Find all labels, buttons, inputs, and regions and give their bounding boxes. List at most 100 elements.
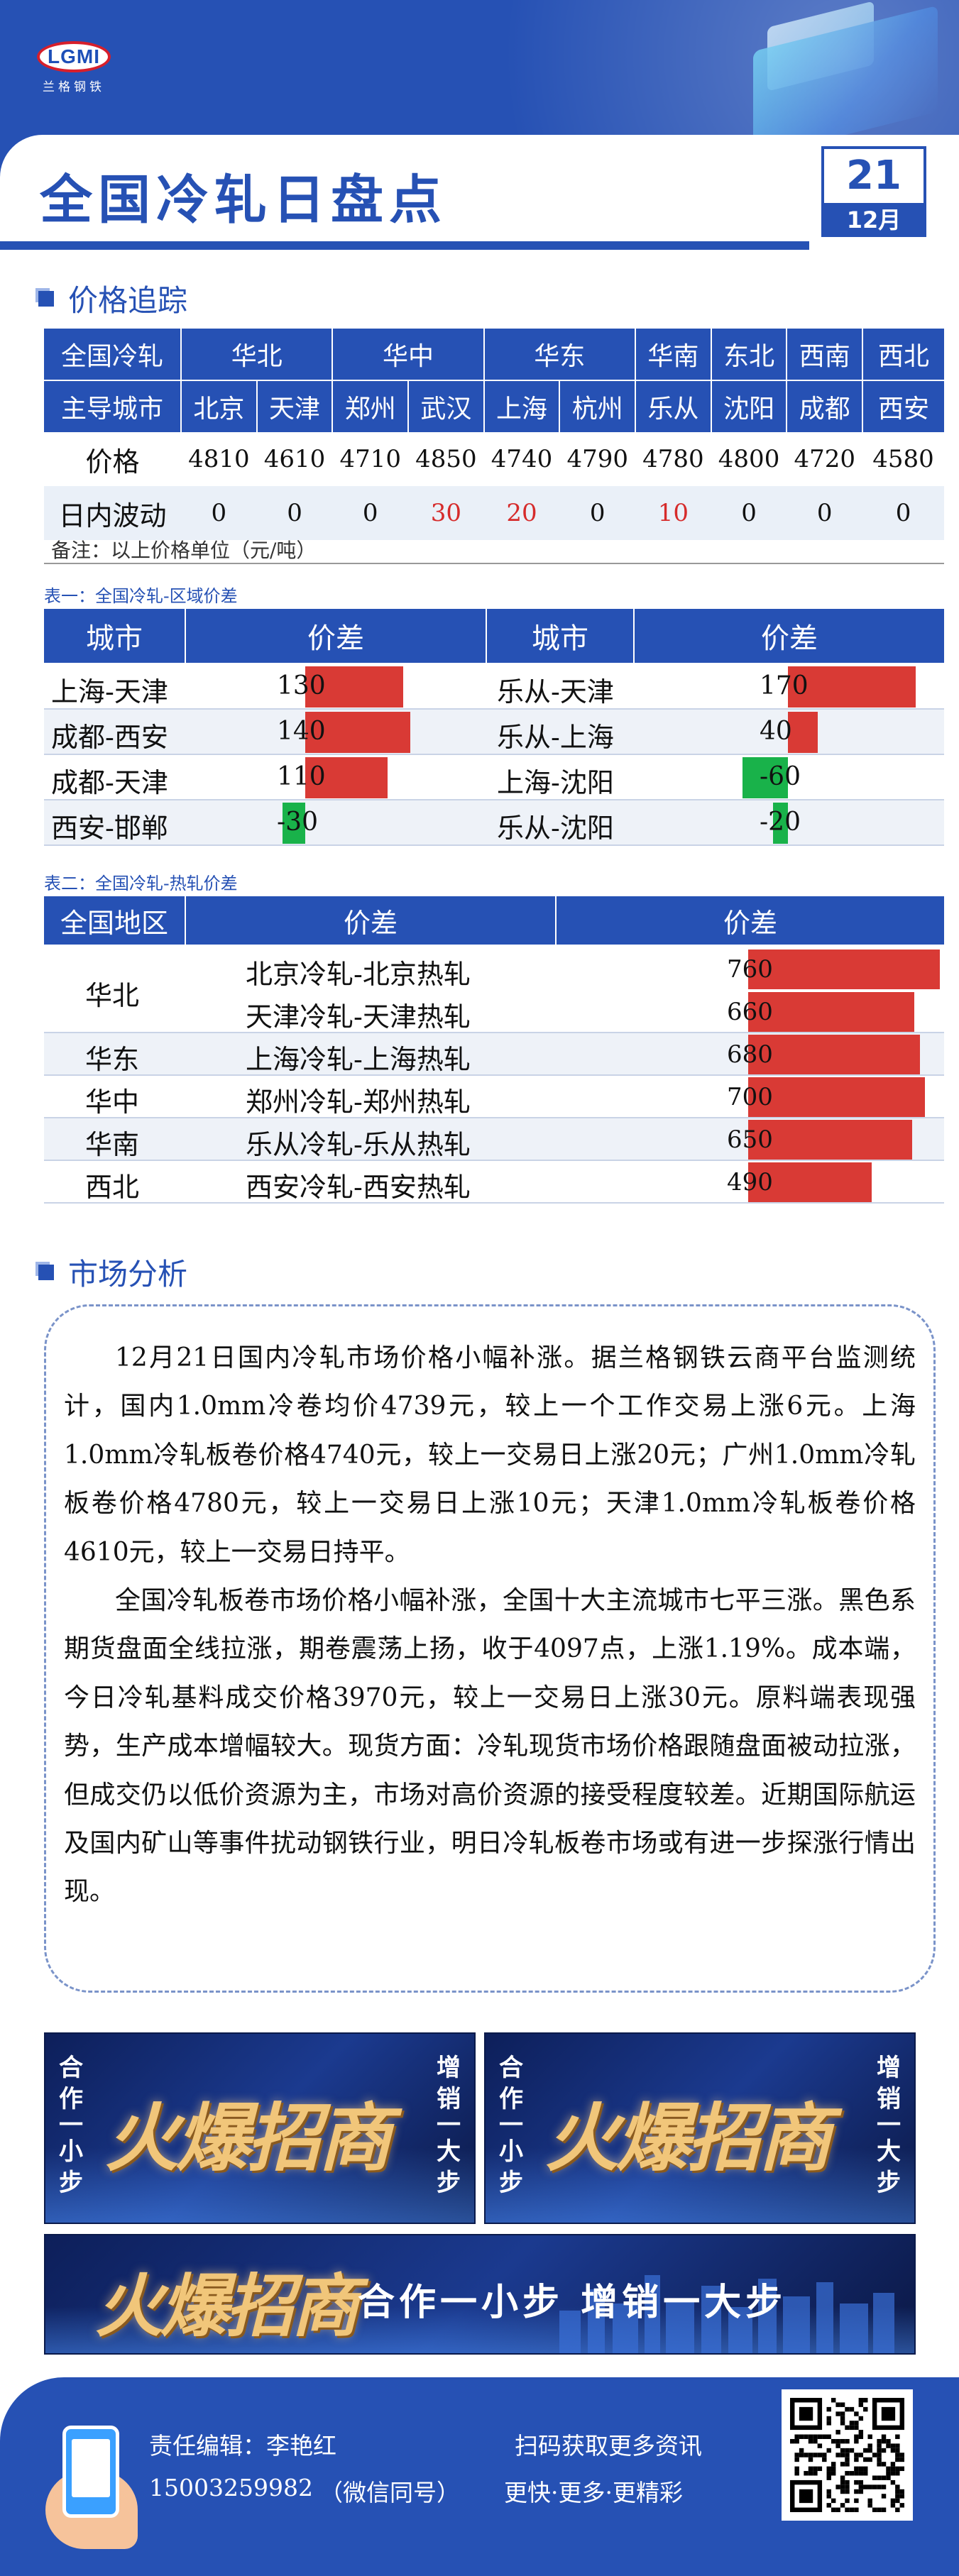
ad-banner-left[interactable]: 合作一小步 火爆招商 增销一大步 bbox=[44, 2032, 476, 2224]
corner-label: 全国冷轧 bbox=[44, 329, 182, 381]
brand-logo[interactable]: LGMI 兰格钢铁 bbox=[37, 41, 115, 94]
diff-value: 130 bbox=[277, 671, 326, 700]
date-badge: 21 12月 bbox=[821, 146, 926, 237]
city-skyline-graphic bbox=[559, 2275, 894, 2353]
diff-city-pair: 成都-天津 bbox=[51, 767, 168, 798]
analysis-paragraph: 12月21日国内冷轧市场价格小幅补涨。据兰格钢铁云商平台监测统计，国内1.0mm… bbox=[64, 1343, 916, 1567]
negative-diff-bar bbox=[772, 803, 788, 844]
region-header: 华中 bbox=[332, 329, 485, 381]
ad-side-right: 增销一大步 bbox=[437, 2054, 461, 2197]
ad-headline: 火爆招商 bbox=[95, 2267, 359, 2346]
price-cell: 4780 bbox=[635, 432, 711, 486]
spread-bar bbox=[748, 992, 915, 1032]
spread-bar bbox=[748, 1035, 920, 1074]
change-cell: 0 bbox=[559, 486, 636, 540]
ad-headline: 火爆招商 bbox=[545, 2095, 832, 2181]
spread-value: 660 bbox=[727, 998, 773, 1026]
table2-col-diff: 价差 bbox=[557, 896, 944, 945]
spread-pair: 乐从冷轧-乐从热轧 bbox=[246, 1129, 471, 1160]
city-row-label: 主导城市 bbox=[44, 380, 182, 432]
price-cell: 4740 bbox=[483, 432, 560, 486]
region-row: 全国冷轧 华北 华中 华东 华南 东北 西南 西北 bbox=[44, 329, 944, 381]
table1-col-diff: 价差 bbox=[186, 609, 486, 663]
spread-bar bbox=[748, 1120, 912, 1160]
positive-diff-bar bbox=[788, 712, 818, 753]
city-header: 西安 bbox=[862, 380, 944, 432]
ad-side-right: 增销一大步 bbox=[877, 2054, 901, 2197]
section-market-analysis: 市场分析 bbox=[38, 1250, 187, 1294]
positive-diff-bar bbox=[305, 757, 388, 798]
ad-banner-right[interactable]: 合作一小步 火爆招商 增销一大步 bbox=[484, 2032, 916, 2224]
change-cell: 0 bbox=[181, 486, 257, 540]
spread-value: 650 bbox=[727, 1125, 773, 1154]
logo-name: 兰格钢铁 bbox=[43, 80, 105, 94]
region-label: 华东 bbox=[85, 1044, 140, 1075]
city-header: 郑州 bbox=[332, 380, 410, 432]
table1-col-city: 城市 bbox=[44, 609, 185, 663]
price-cell: 4720 bbox=[787, 432, 863, 486]
diff-city-pair: 乐从-天津 bbox=[497, 676, 614, 708]
square-bullet-icon bbox=[38, 290, 54, 307]
negative-diff-bar bbox=[742, 757, 788, 798]
diff-value: -20 bbox=[760, 808, 801, 837]
table-row bbox=[44, 800, 944, 844]
region-header: 华北 bbox=[181, 329, 334, 381]
title-underline bbox=[0, 241, 809, 250]
editor-phone[interactable]: 15003259982 bbox=[149, 2474, 313, 2501]
price-row: 价格 4810 4610 4710 4850 4740 4790 4780 48… bbox=[44, 432, 944, 486]
table1-col-diff: 价差 bbox=[635, 609, 944, 663]
ad-headline: 火爆招商 bbox=[105, 2095, 392, 2181]
table2-caption: 表二：全国冷轧-热轧价差 bbox=[44, 874, 238, 893]
diff-value: -60 bbox=[760, 762, 801, 791]
price-table: 全国冷轧 华北 华中 华东 华南 东北 西南 西北 主导城市 北京 天津 郑州 … bbox=[44, 329, 944, 540]
section-title: 市场分析 bbox=[68, 1257, 188, 1292]
diff-value: 40 bbox=[760, 717, 792, 746]
region-label: 华南 bbox=[85, 1129, 140, 1160]
negative-diff-bar bbox=[283, 803, 305, 844]
spread-value: 490 bbox=[727, 1168, 773, 1196]
qr-code-icon bbox=[790, 2398, 904, 2512]
table2-col-region: 全国地区 bbox=[44, 896, 185, 945]
spread-bar bbox=[748, 1162, 872, 1202]
positive-diff-bar bbox=[305, 666, 403, 708]
change-row: 日内波动 0 0 0 30 20 0 10 0 0 0 bbox=[44, 486, 944, 540]
change-cell: 0 bbox=[711, 486, 787, 540]
date-month: 12月 bbox=[821, 203, 926, 237]
city-header: 武汉 bbox=[408, 380, 485, 432]
change-cell: 20 bbox=[483, 486, 560, 540]
table-row bbox=[44, 755, 944, 799]
ad-banner-wide[interactable]: 火爆招商 合作一小步 增销一大步 bbox=[44, 2234, 916, 2355]
change-label: 日内波动 bbox=[44, 486, 182, 540]
price-cell: 4790 bbox=[559, 432, 636, 486]
table1-caption: 表一：全国冷轧-区域价差 bbox=[44, 586, 238, 606]
city-header: 北京 bbox=[181, 380, 258, 432]
page-title: 全国冷轧日盘点 bbox=[40, 170, 447, 231]
section-price-tracking: 价格追踪 bbox=[38, 277, 187, 320]
price-cell: 4810 bbox=[181, 432, 257, 486]
analysis-text: 12月21日国内冷轧市场价格小幅补涨。据兰格钢铁云商平台监测统计，国内1.0mm… bbox=[64, 1334, 916, 1917]
diff-value: 140 bbox=[277, 717, 326, 746]
price-label: 价格 bbox=[44, 432, 182, 486]
square-bullet-icon bbox=[38, 1264, 54, 1280]
region-label: 西北 bbox=[85, 1172, 140, 1203]
logo-mark: LGMI bbox=[37, 41, 111, 72]
editor-name: 责任编辑：李艳红 bbox=[149, 2432, 336, 2460]
footer-slogan: 更快·更多·更精彩 bbox=[504, 2479, 683, 2506]
price-cell: 4800 bbox=[711, 432, 787, 486]
diff-value: 110 bbox=[277, 762, 326, 791]
ad-side-left: 合作一小步 bbox=[499, 2054, 523, 2197]
diff-city-pair: 乐从-沈阳 bbox=[497, 813, 614, 844]
city-header: 上海 bbox=[483, 380, 561, 432]
region-header: 东北 bbox=[711, 329, 788, 381]
region-label: 华中 bbox=[85, 1086, 140, 1118]
price-cell: 4610 bbox=[256, 432, 333, 486]
city-header: 沈阳 bbox=[711, 380, 788, 432]
change-cell: 10 bbox=[635, 486, 711, 540]
spread-value: 760 bbox=[727, 955, 773, 984]
ad-side-left: 合作一小步 bbox=[59, 2054, 83, 2197]
ad-slogan: 合作一小步 增销一大步 bbox=[358, 2281, 787, 2324]
analysis-paragraph: 全国冷轧板卷市场价格小幅补涨，全国十大主流城市七平三涨。黑色系期货盘面全线拉涨，… bbox=[64, 1586, 916, 1907]
phone-icon bbox=[62, 2426, 119, 2518]
region-header: 华东 bbox=[483, 329, 637, 381]
qr-code[interactable] bbox=[782, 2389, 913, 2521]
